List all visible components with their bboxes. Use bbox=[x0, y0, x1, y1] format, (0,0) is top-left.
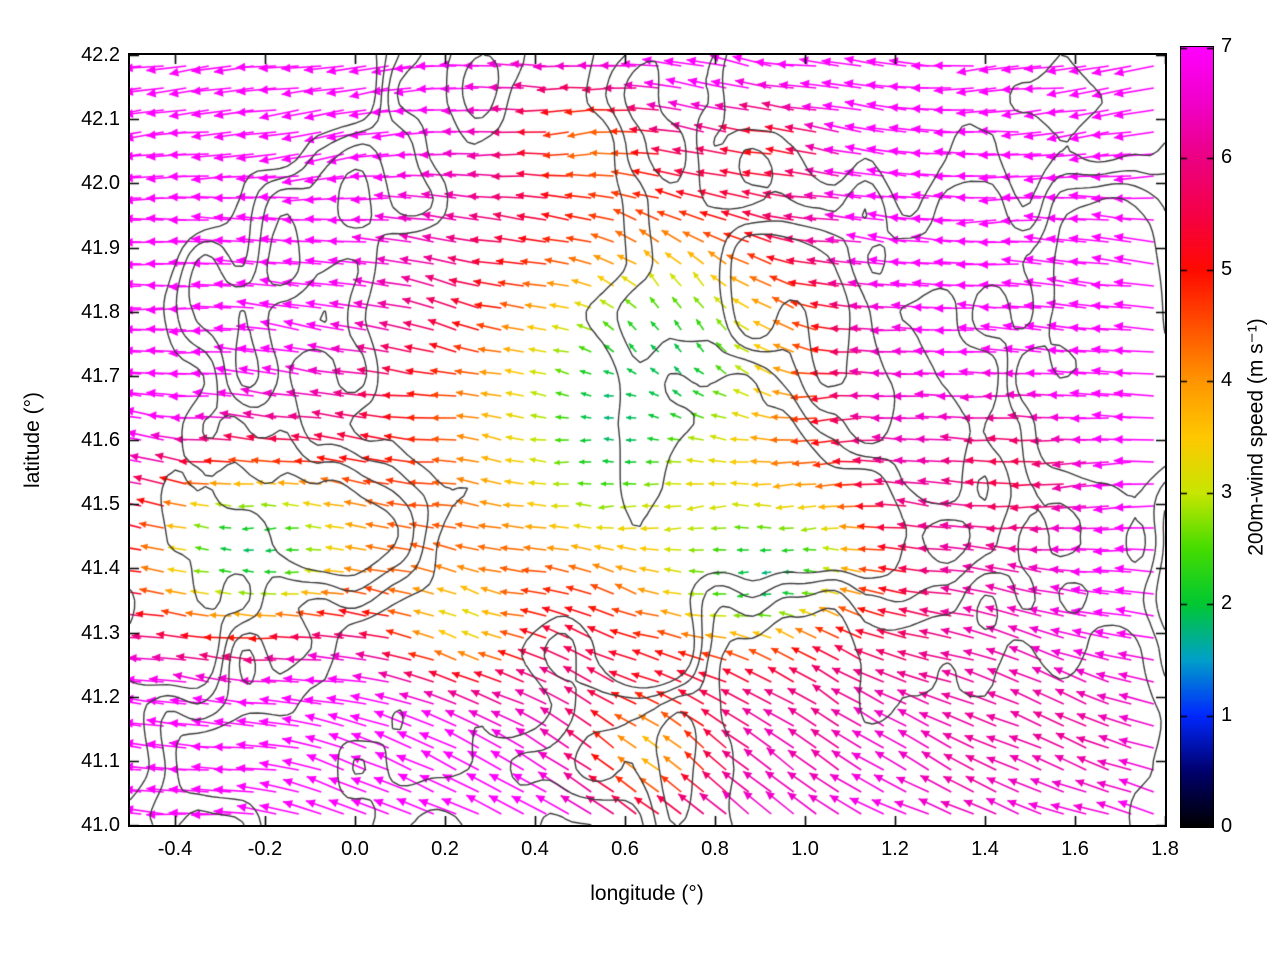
colorbar-tick-label: 7 bbox=[1221, 35, 1233, 57]
quiver-map-canvas bbox=[130, 55, 1165, 825]
colorbar-label: 200m-wind speed (m s⁻¹) bbox=[1244, 318, 1268, 556]
y-tick-label: 42.2 bbox=[81, 44, 120, 66]
y-tick-label: 41.1 bbox=[81, 749, 120, 772]
y-tick-label: 41.5 bbox=[81, 493, 120, 516]
colorbar-tick-label: 3 bbox=[1221, 480, 1233, 503]
colorbar-gradient-canvas bbox=[1181, 47, 1213, 827]
x-tick-label: 0.4 bbox=[521, 838, 549, 860]
colorbar-tick-label: 4 bbox=[1221, 369, 1233, 392]
y-tick-label: 41.3 bbox=[81, 621, 120, 644]
x-tick-label: 1.8 bbox=[1151, 838, 1179, 860]
x-tick-label: 0.6 bbox=[611, 838, 639, 860]
colorbar-tick-label: 5 bbox=[1221, 257, 1233, 280]
colorbar bbox=[1180, 46, 1214, 828]
colorbar-tick-label: 1 bbox=[1221, 703, 1233, 726]
y-tick-label: 41.7 bbox=[81, 364, 120, 387]
y-tick-label: 41.8 bbox=[81, 300, 120, 323]
x-tick-label: -0.4 bbox=[157, 838, 193, 860]
y-tick-label: 42.1 bbox=[81, 108, 120, 131]
colorbar-tick-label: 0 bbox=[1221, 815, 1233, 837]
y-tick-label: 42.0 bbox=[81, 172, 120, 195]
x-tick-label: 1.6 bbox=[1061, 838, 1089, 860]
x-tick-label: 1.4 bbox=[971, 838, 999, 860]
x-tick-label: 0.0 bbox=[341, 838, 369, 860]
colorbar-tick-label: 2 bbox=[1221, 592, 1233, 615]
y-tick-label: 41.4 bbox=[81, 557, 120, 580]
y-tick-label: 41.9 bbox=[81, 236, 120, 259]
colorbar-tick-label: 6 bbox=[1221, 146, 1233, 169]
y-tick-label: 41.2 bbox=[81, 685, 120, 708]
plot-area bbox=[128, 53, 1167, 827]
x-tick-label: -0.2 bbox=[247, 838, 283, 860]
y-tick-label: 41.0 bbox=[81, 814, 120, 836]
x-tick-label: 0.2 bbox=[431, 838, 459, 860]
x-tick-label: 0.8 bbox=[701, 838, 729, 860]
x-tick-label: 1.0 bbox=[791, 838, 819, 860]
x-tick-label: 1.2 bbox=[881, 838, 909, 860]
y-tick-label: 41.6 bbox=[81, 429, 120, 451]
x-axis-label: longitude (°) bbox=[590, 882, 704, 905]
